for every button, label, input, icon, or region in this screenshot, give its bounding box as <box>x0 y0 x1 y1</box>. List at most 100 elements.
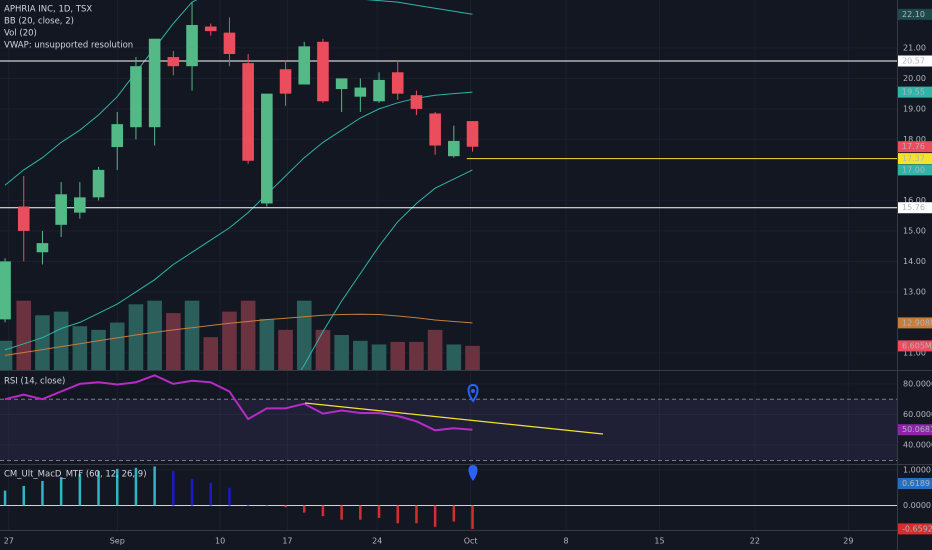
price-label: -0.6592 <box>902 524 932 533</box>
macd-bar <box>153 466 156 506</box>
x-tick-label: Sep <box>110 537 125 546</box>
y-tick-label: 19.00 <box>903 104 926 113</box>
candle-body <box>335 78 348 90</box>
macd-bar <box>302 505 306 513</box>
volume-bar <box>128 304 144 370</box>
volume-bar <box>446 344 462 370</box>
price-label-box <box>898 55 932 67</box>
macd-bar <box>471 505 474 529</box>
price-label-box <box>898 153 932 165</box>
y-tick-label: 15.00 <box>903 226 926 235</box>
macd-bar <box>134 467 138 506</box>
macd-bar <box>415 505 418 524</box>
candle-body <box>373 79 385 102</box>
macd-bar <box>396 505 399 524</box>
volume-bar <box>409 341 424 370</box>
candle-body <box>92 169 105 198</box>
y-tick-label: 60.0000 <box>903 410 932 419</box>
rsi-line <box>4 374 473 432</box>
bollinger-band <box>4 91 473 351</box>
price-label-box <box>898 478 932 490</box>
candle-body <box>167 57 180 67</box>
price-label-box <box>898 141 932 153</box>
axes: 27 Sep 10 17 24 Oct 8 15 22 29 11.00 13.00 14.00 15.0… <box>4 8 932 546</box>
legend-entry: BB (20, close, 2) <box>4 17 74 27</box>
legend-entry: Vol (20) <box>4 29 37 39</box>
candle-body <box>74 197 86 213</box>
macd-bar <box>78 473 82 506</box>
y-tick-label: 80.0000 <box>903 379 932 388</box>
trend-line <box>304 402 604 435</box>
x-tick-label: 27 <box>4 537 14 546</box>
macd-bar <box>246 504 250 506</box>
volume-bar <box>371 344 387 370</box>
candle-body <box>429 113 441 146</box>
volume-bar <box>296 300 312 370</box>
volume-bar <box>353 340 368 370</box>
candle-body <box>204 26 217 32</box>
macd-bar <box>359 505 362 520</box>
macd-bar <box>115 468 119 506</box>
volume-bar <box>53 311 69 370</box>
y-tick-label: 1.0000 <box>903 465 931 474</box>
x-tick-label: 15 <box>654 537 664 546</box>
candle-body <box>55 194 67 225</box>
candle-body <box>410 95 423 109</box>
price-label: 22.10 <box>902 10 925 19</box>
x-tick-label: 17 <box>282 537 292 546</box>
price-label: 17.76 <box>902 142 925 151</box>
legend-entry: VWAP: unsupported resolution <box>4 41 133 51</box>
volume-bar <box>16 300 32 370</box>
volume-bar <box>109 322 125 370</box>
candle-body <box>279 69 292 94</box>
macd-bar <box>97 471 100 506</box>
candle-body <box>466 121 479 147</box>
y-tick-label: 16.00 <box>903 196 926 205</box>
macd-bar <box>3 490 7 506</box>
candle-body <box>111 124 124 148</box>
price-label: 12.908M <box>902 318 932 327</box>
volume-bar <box>427 329 443 370</box>
y-tick-label: 40.0000 <box>903 441 932 450</box>
macd-bar <box>59 477 63 506</box>
candle-body <box>186 25 198 67</box>
price-label: 6.605M <box>902 341 932 350</box>
price-label: 0.6189 <box>902 479 930 488</box>
x-tick-label: Oct <box>464 537 478 546</box>
volume-bar <box>203 337 219 370</box>
candle-body <box>17 206 30 231</box>
volume-bar <box>259 318 275 370</box>
macd-bar <box>321 505 325 517</box>
volume-bar <box>184 300 200 370</box>
price-label: 20.57 <box>902 57 925 66</box>
price-label: 15.76 <box>902 203 925 212</box>
bollinger-band <box>4 0 473 186</box>
price-label-box <box>898 424 932 436</box>
alert-pin <box>467 383 479 403</box>
price-label-box <box>898 317 932 329</box>
x-tick-label: 24 <box>372 537 382 546</box>
volume-bar <box>334 334 349 370</box>
bollinger-band <box>300 169 473 370</box>
volume-bar <box>278 329 293 370</box>
volume-bar <box>166 313 181 370</box>
macd-bar <box>284 505 287 508</box>
macd-bar <box>190 478 194 506</box>
macd-bar <box>452 505 456 522</box>
volume-bar <box>390 341 406 370</box>
macd-bar <box>340 505 343 520</box>
price-label-box <box>898 202 932 214</box>
candle-body <box>130 66 142 128</box>
volume-bar <box>35 315 50 370</box>
y-tick-label: 13.00 <box>903 287 926 296</box>
macd-bar <box>265 505 269 507</box>
price-label-box <box>898 340 932 352</box>
macd-bar <box>172 471 175 506</box>
macd-bar <box>22 485 25 506</box>
x-tick-label: 10 <box>215 537 225 546</box>
price-pane <box>0 0 897 370</box>
price-label-box <box>898 8 932 20</box>
volume-bar <box>222 311 237 370</box>
